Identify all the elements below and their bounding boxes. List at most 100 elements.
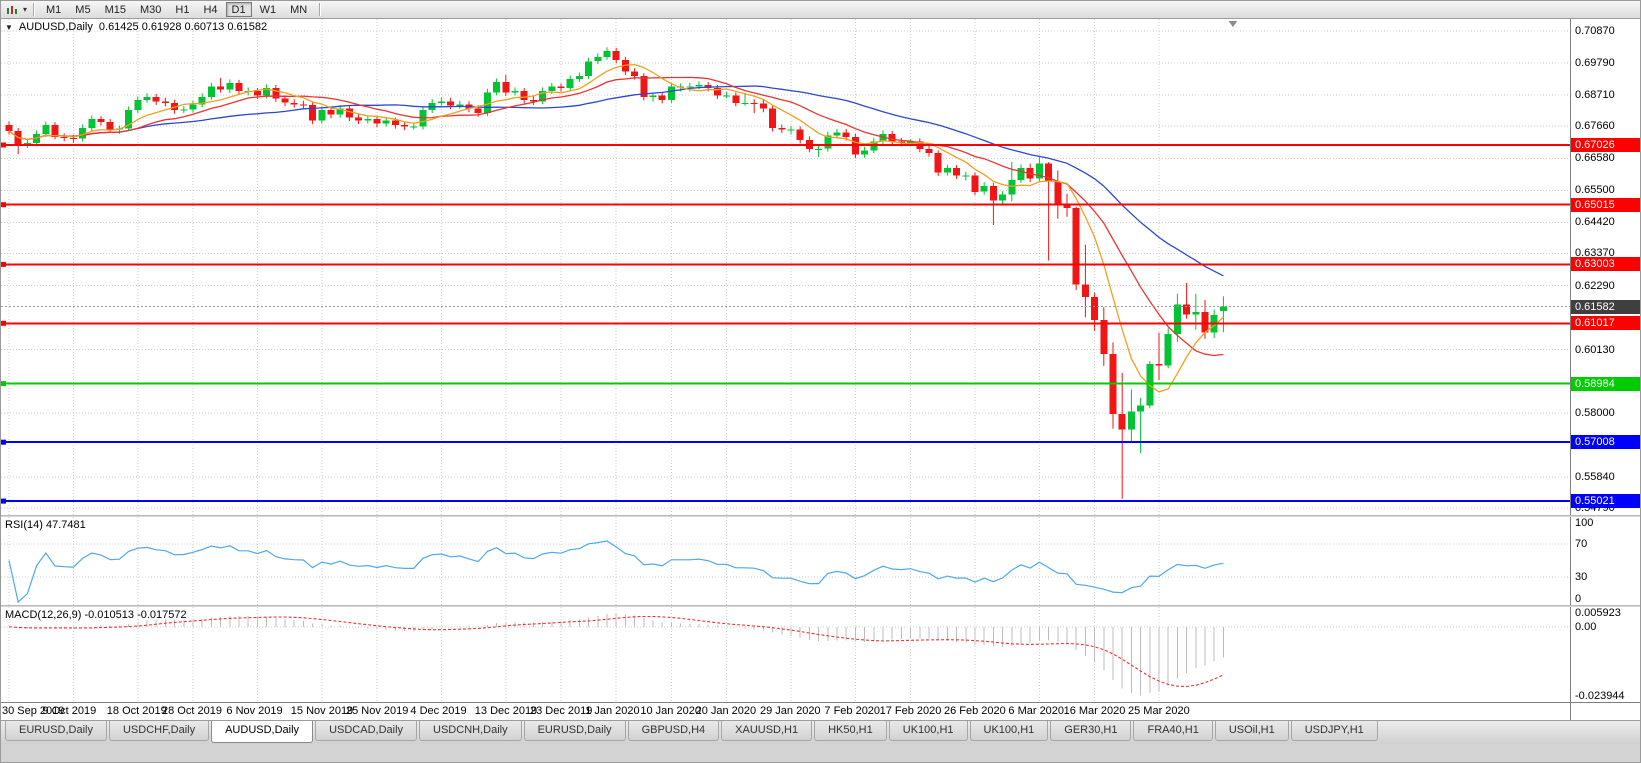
price-axis-tick: 0.64420	[1575, 216, 1615, 229]
hline-price-label: 0.58984	[1571, 376, 1640, 391]
price-chart-canvas[interactable]	[1, 19, 1570, 515]
time-axis-label: 6 Mar 2020	[1008, 705, 1065, 717]
rsi-axis-tick: 100	[1575, 517, 1594, 529]
time-axis-label: 15 Nov 2019	[290, 705, 354, 717]
rsi-axis-tick: 0	[1575, 593, 1582, 605]
price-axis-tick: 0.62290	[1575, 279, 1615, 292]
time-axis-label: 1 Jan 2020	[585, 705, 640, 717]
timeframe-button-h4[interactable]: H4	[203, 4, 218, 16]
macd-panel[interactable]: MACD(12,26,9) -0.010513 -0.017572	[1, 607, 1570, 702]
collapse-chart-icon[interactable]: ▼	[5, 22, 13, 32]
chart-tab-audusd-daily[interactable]: AUDUSD,Daily	[211, 721, 314, 743]
rsi-axis: 100 70 30 0	[1570, 517, 1640, 605]
time-axis-label: 13 Dec 2019	[474, 705, 538, 717]
rsi-axis-tick: 30	[1575, 571, 1588, 584]
chart-symbol-title: AUDUSD,Daily	[18, 21, 93, 33]
time-axis: 30 Sep 2019 9 Oct 2019 18 Oct 2019 28 Oct 2…	[1, 702, 1570, 720]
time-axis-label: 17 Feb 2020	[879, 705, 942, 717]
hline-price-label: 0.65015	[1571, 197, 1640, 212]
price-axis-tick: 0.63370	[1575, 247, 1615, 260]
timeframe-button-h1[interactable]: H1	[175, 4, 190, 16]
timeframe-button-m30[interactable]: M30	[139, 4, 162, 16]
macd-axis: 0.005923 0.00 -0.023944	[1570, 607, 1640, 702]
chart-tab-usoil-h1[interactable]: USOil,H1	[1214, 721, 1289, 741]
chart-tab-xauusd-h1[interactable]: XAUUSD,H1	[721, 721, 813, 741]
timeframe-toolbar: ▾ M1 M5 M15 M30 H1 H4 D1 W1 MN	[1, 1, 1640, 19]
price-axis-tick: 0.69790	[1575, 57, 1615, 70]
time-axis-label: 16 Mar 2020	[1063, 705, 1126, 717]
hline-price-label: 0.67026	[1571, 138, 1640, 153]
chart-workspace: ▼ AUDUSD,Daily 0.61425 0.61928 0.60713 0…	[1, 19, 1640, 720]
price-axis-tick: 0.65500	[1575, 184, 1615, 197]
panel-splitter[interactable]	[1, 605, 1640, 607]
time-axis-label: 26 Feb 2020	[944, 705, 1006, 717]
hline-price-label: 0.57008	[1571, 435, 1640, 450]
chart-tab-usdjpy-h1[interactable]: USDJPY,H1	[1290, 721, 1378, 741]
timeframe-button-mn[interactable]: MN	[290, 4, 308, 16]
time-axis-label: 10 Jan 2020	[640, 705, 701, 717]
chart-tab-usdcad-daily[interactable]: USDCAD,Daily	[315, 721, 418, 741]
time-axis-label: 7 Feb 2020	[824, 705, 881, 717]
rsi-axis-tick: 70	[1575, 537, 1588, 550]
hline-price-label: 0.61017	[1571, 316, 1640, 331]
chart-tab-hk50-h1[interactable]: HK50,H1	[814, 721, 887, 741]
chart-type-icon[interactable]	[5, 3, 21, 16]
timeframe-button-m5[interactable]: M5	[75, 4, 91, 16]
dropdown-caret-icon[interactable]: ▾	[23, 5, 28, 14]
rsi-panel[interactable]: RSI(14) 47.7481	[1, 517, 1570, 605]
hline-price-label: 0.55021	[1571, 494, 1640, 509]
bottom-strip	[1, 744, 1640, 762]
hline-price-label: 0.63003	[1571, 257, 1640, 272]
time-axis-label: 23 Dec 2019	[530, 705, 593, 717]
macd-canvas[interactable]	[1, 607, 1570, 702]
macd-label: MACD(12,26,9) -0.010513 -0.017572	[5, 609, 187, 621]
chart-tab-usdcnh-daily[interactable]: USDCNH,Daily	[419, 721, 522, 741]
time-axis-label: 25 Nov 2019	[346, 705, 409, 717]
macd-axis-tick: -0.023944	[1575, 690, 1625, 702]
current-price-label: 0.61582	[1571, 299, 1640, 314]
time-axis-label: 6 Nov 2019	[226, 705, 283, 717]
chart-tab-gbpusd-h4[interactable]: GBPUSD,H4	[627, 721, 720, 741]
price-axis-tick: 0.60130	[1575, 343, 1615, 356]
time-axis-label: 4 Dec 2019	[410, 705, 467, 717]
price-axis-tick: 0.67660	[1575, 120, 1615, 133]
axis-corner	[1570, 702, 1640, 720]
time-axis-label: 18 Oct 2019	[106, 705, 167, 717]
time-axis-label: 9 Oct 2019	[42, 705, 97, 717]
price-axis: 0.70870 0.69790 0.68710 0.67660 0.66580 0.655…	[1570, 19, 1640, 515]
time-axis-label: 20 Jan 2020	[695, 705, 757, 717]
panel-splitter[interactable]	[1, 515, 1640, 517]
price-axis-tick: 0.70870	[1575, 25, 1615, 37]
chart-ohlc-values: 0.61425 0.61928 0.60713 0.61582	[98, 21, 268, 33]
chart-title: ▼ AUDUSD,Daily 0.61425 0.61928 0.60713 0…	[5, 21, 267, 33]
time-axis-label: 29 Jan 2020	[760, 705, 821, 717]
chart-tab-eurusd-daily[interactable]: EURUSD,Daily	[523, 721, 626, 741]
chart-tab-usdchf-daily[interactable]: USDCHF,Daily	[108, 721, 210, 741]
timeframe-button-w1[interactable]: W1	[259, 4, 277, 16]
chart-tab-uk100-h1[interactable]: UK100,H1	[888, 721, 968, 741]
rsi-label: RSI(14) 47.7481	[5, 519, 86, 531]
chart-tab-bar: EURUSD,Daily USDCHF,Daily AUDUSD,Daily USDC…	[1, 720, 1640, 744]
toolbar-separator	[319, 3, 321, 16]
macd-axis-tick: 0.00	[1575, 620, 1597, 633]
chart-tab-fra40-h1[interactable]: FRA40,H1	[1133, 721, 1213, 741]
time-axis-label: 28 Oct 2019	[162, 705, 222, 717]
timeframe-buttons-group: M1 M5 M15 M30 H1 H4 D1 W1 MN	[40, 2, 313, 17]
chart-tab-eurusd-daily[interactable]: EURUSD,Daily	[5, 721, 107, 741]
price-axis-tick: 0.66580	[1575, 152, 1615, 165]
price-chart-panel[interactable]: ▼ AUDUSD,Daily 0.61425 0.61928 0.60713 0…	[1, 19, 1570, 515]
chart-tab-ger30-h1[interactable]: GER30,H1	[1050, 721, 1132, 741]
rsi-canvas[interactable]	[1, 517, 1570, 605]
time-axis-label: 25 Mar 2020	[1128, 705, 1190, 717]
price-axis-tick: 0.55840	[1575, 470, 1615, 483]
price-axis-tick: 0.58000	[1575, 406, 1615, 419]
price-axis-tick: 0.68710	[1575, 89, 1615, 102]
timeframe-button-m1[interactable]: M1	[46, 4, 62, 16]
chart-tab-uk100-h1[interactable]: UK100,H1	[969, 721, 1049, 741]
timeframe-button-m15[interactable]: M15	[104, 4, 126, 16]
time-axis-label: 30 Sep 2019	[2, 705, 65, 717]
macd-axis-tick: 0.005923	[1575, 607, 1621, 619]
toolbar-separator	[33, 3, 35, 16]
timeframe-button-d1[interactable]: D1	[225, 2, 252, 17]
